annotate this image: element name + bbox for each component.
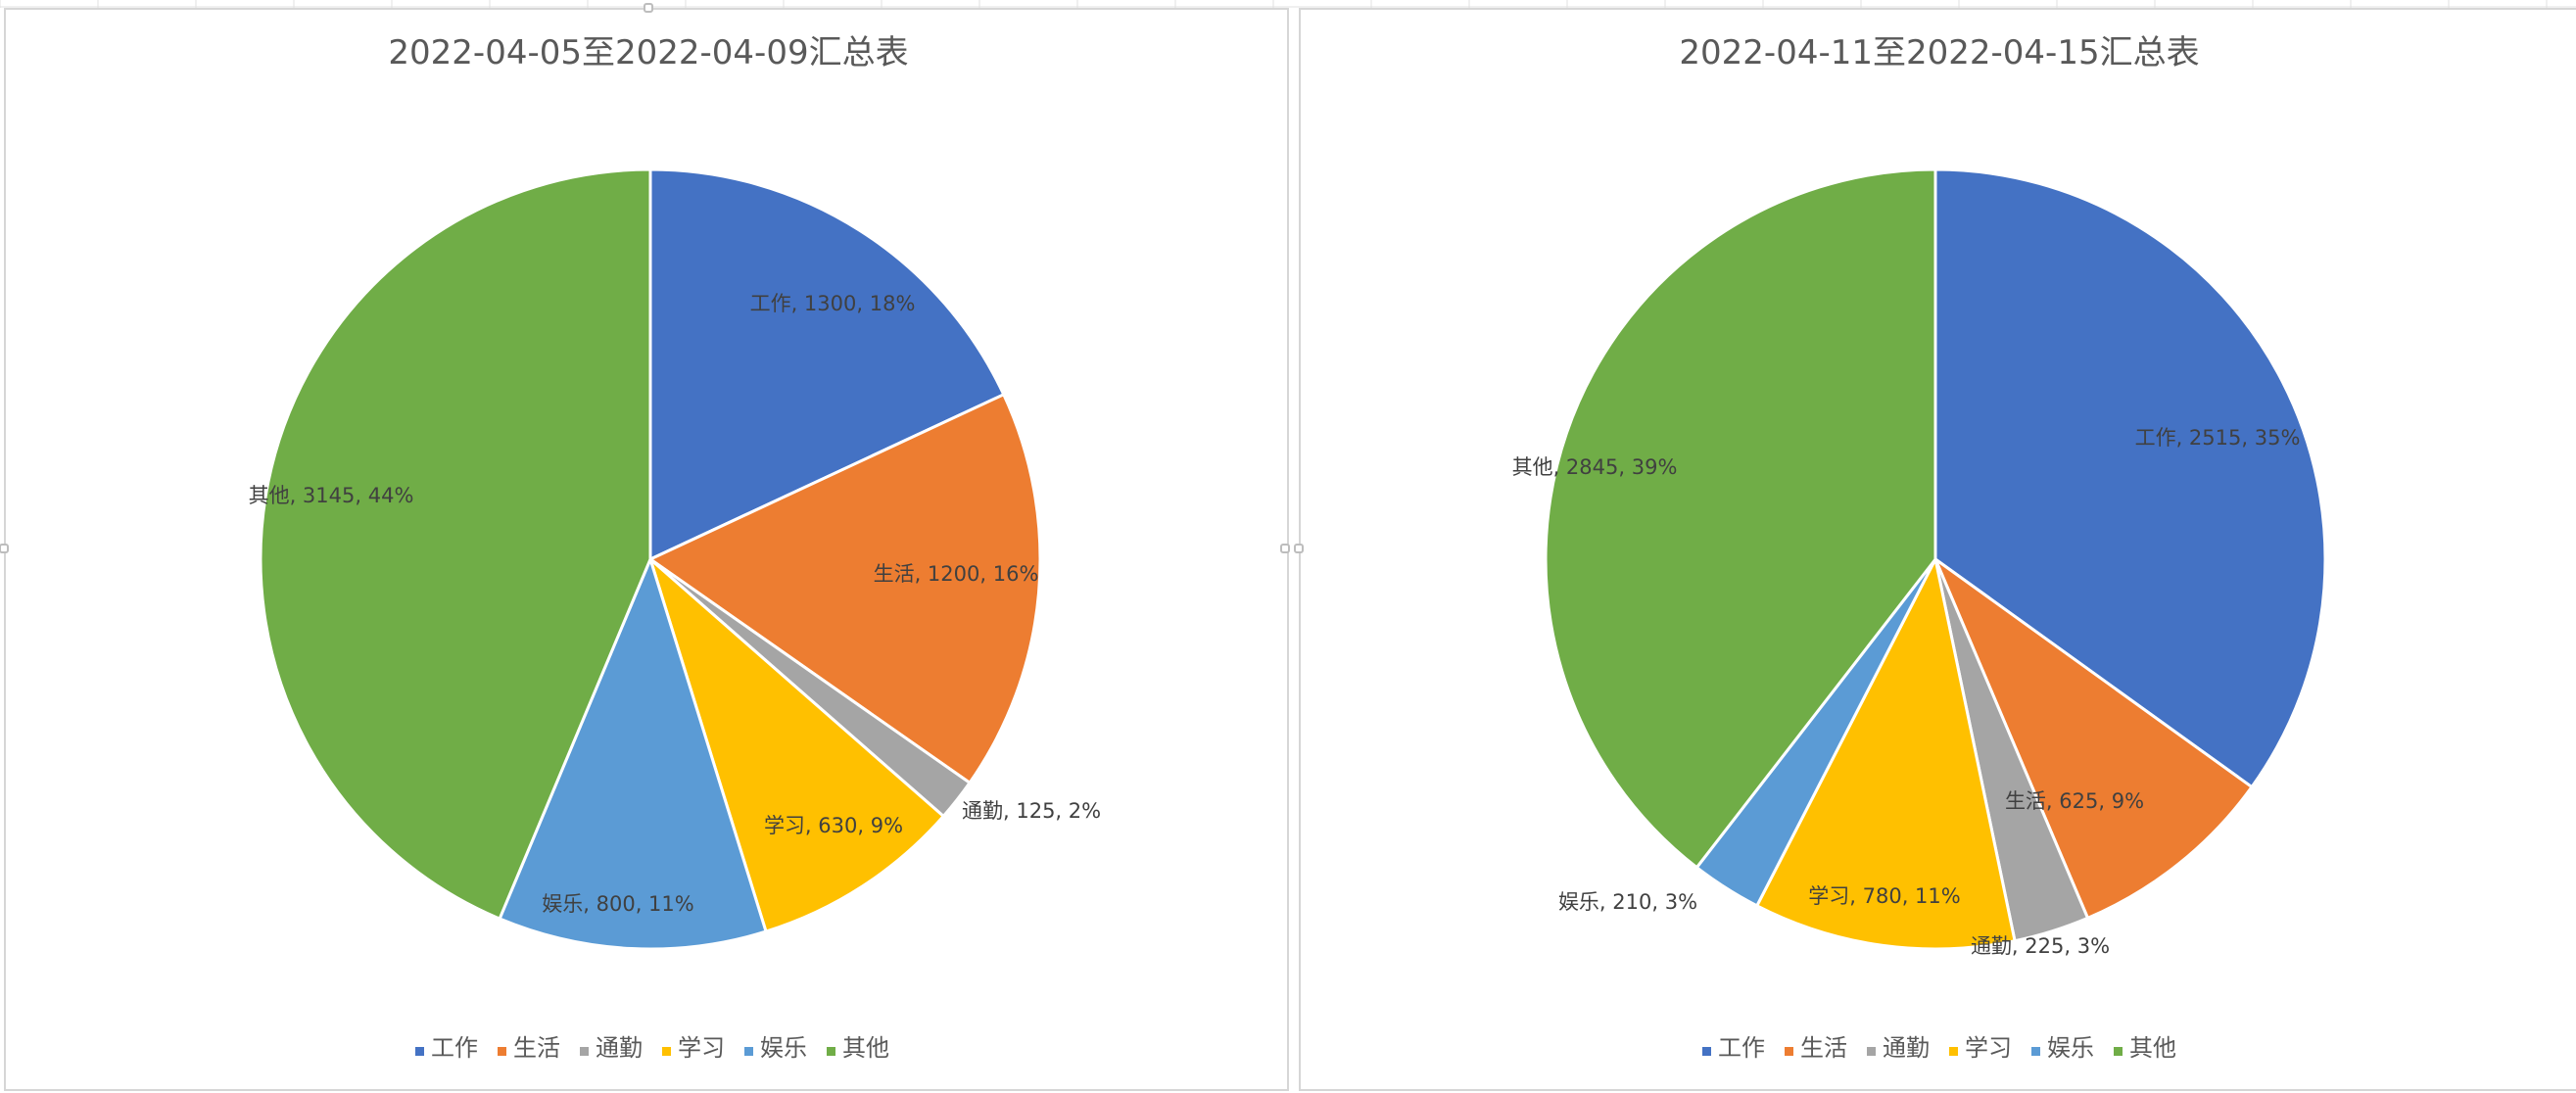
pie-slice-1[interactable] <box>648 167 1006 561</box>
legend-entry-1[interactable]: 工作 <box>1718 1034 1765 1062</box>
legend-swatch-4 <box>662 1047 671 1056</box>
data-label-4: 学习, 780, 11% <box>1808 884 1960 908</box>
pie-slice-6[interactable] <box>1544 167 1937 870</box>
pie-slice-6[interactable] <box>259 167 652 921</box>
legend-swatch-3 <box>1867 1047 1876 1056</box>
legend-swatch-5 <box>744 1047 753 1056</box>
resize-handle-right[interactable] <box>1280 544 1290 553</box>
data-label-3: 通勤, 125, 2% <box>962 799 1101 823</box>
legend-entry-5[interactable]: 娱乐 <box>760 1034 807 1062</box>
resize-handle-left[interactable] <box>0 544 9 553</box>
legend-swatch-2 <box>498 1047 506 1056</box>
legend-entry-6[interactable]: 其他 <box>842 1034 889 1062</box>
legend-swatch-4 <box>1949 1047 1958 1056</box>
data-label-2: 生活, 1200, 16% <box>874 562 1039 586</box>
data-label-6: 其他, 2845, 39% <box>1512 455 1678 479</box>
legend-entry-1[interactable]: 工作 <box>431 1034 478 1062</box>
data-label-6: 其他, 3145, 44% <box>249 484 414 507</box>
legend-swatch-6 <box>2114 1047 2123 1056</box>
legend-entry-3[interactable]: 通勤 <box>596 1034 643 1062</box>
legend-swatch-5 <box>2031 1047 2040 1056</box>
legend-entry-5[interactable]: 娱乐 <box>2047 1034 2094 1062</box>
legend-entry-2[interactable]: 生活 <box>513 1034 560 1062</box>
pie-slice-4[interactable] <box>648 557 945 933</box>
legend-swatch-1 <box>415 1047 424 1056</box>
pie-slice-5[interactable] <box>498 557 768 951</box>
legend-swatch-1 <box>1702 1047 1711 1056</box>
data-label-2: 生活, 625, 9% <box>2005 789 2144 813</box>
legend-entry-3[interactable]: 通勤 <box>1883 1034 1930 1062</box>
pie-slice-4[interactable] <box>1755 557 2017 951</box>
data-label-1: 工作, 2515, 35% <box>2135 426 2301 450</box>
chart-title: 2022-04-11至2022-04-15汇总表 <box>1679 33 2199 72</box>
legend-entry-4[interactable]: 学习 <box>1965 1034 2012 1062</box>
resize-handle-top[interactable] <box>644 3 653 13</box>
chart-area-1[interactable]: 2022-04-05至2022-04-09汇总表工作, 1300, 18% 生活,… <box>0 3 1290 1091</box>
legend-entry-6[interactable]: 其他 <box>2129 1034 2176 1062</box>
pie-slice-2[interactable] <box>648 393 1042 784</box>
data-label-5: 娱乐, 800, 11% <box>542 892 693 916</box>
data-label-4: 学习, 630, 9% <box>764 814 903 837</box>
pie-slice-2[interactable] <box>1933 557 2254 920</box>
legend-entry-2[interactable]: 生活 <box>1800 1034 1847 1062</box>
legend-entry-4[interactable]: 学习 <box>678 1034 725 1062</box>
resize-handle-left[interactable] <box>1294 544 1304 553</box>
data-label-3: 通勤, 225, 3% <box>1971 934 2110 958</box>
pie-slice-1[interactable] <box>1933 167 2327 789</box>
data-label-1: 工作, 1300, 18% <box>750 292 916 315</box>
chart-title: 2022-04-05至2022-04-09汇总表 <box>388 33 908 72</box>
legend-swatch-3 <box>580 1047 589 1056</box>
data-label-5: 娱乐, 210, 3% <box>1558 890 1697 914</box>
chart-area-2[interactable]: 2022-04-11至2022-04-15汇总表工作, 2515, 35% 生活,… <box>1294 8 2576 1091</box>
legend-swatch-2 <box>1785 1047 1793 1056</box>
legend-swatch-6 <box>827 1047 835 1056</box>
